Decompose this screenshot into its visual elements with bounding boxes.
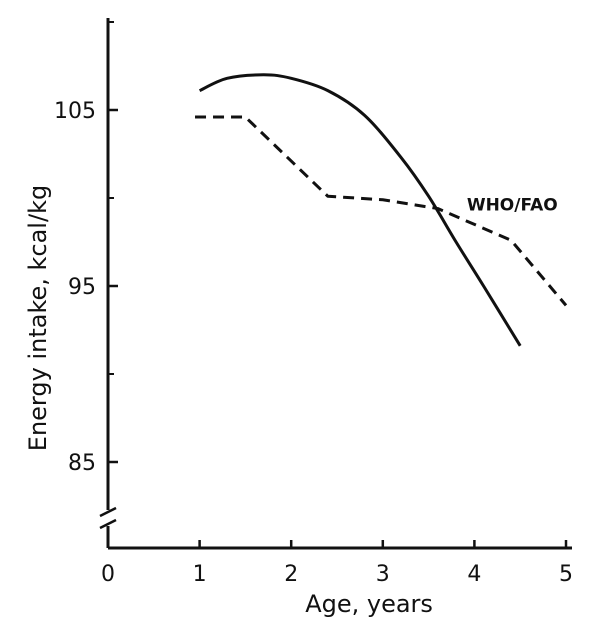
- ticks: 0 1 2 3 4 5 85 95 105: [54, 21, 573, 587]
- x-tick-label: 3: [376, 562, 390, 587]
- series-label-who-fao: WHO/FAO: [467, 196, 558, 216]
- x-axis-title: Age, years: [305, 590, 433, 618]
- series-line-who-fao: [195, 115, 568, 307]
- series-layer: [195, 73, 568, 347]
- y-axis-break-mark: [99, 506, 117, 518]
- axes: [99, 18, 572, 550]
- y-tick-label: 95: [68, 275, 96, 300]
- x-tick-label: 1: [193, 562, 207, 587]
- x-tick-label: 5: [559, 562, 573, 587]
- y-tick-label: 105: [54, 99, 96, 124]
- x-tick-label: 4: [467, 562, 481, 587]
- x-tick-label: 2: [284, 562, 298, 587]
- y-axis-break-mark: [99, 518, 117, 530]
- y-tick-label: 85: [68, 451, 96, 476]
- x-tick-label: 0: [101, 562, 115, 587]
- series-line-intake: [198, 73, 522, 347]
- y-axis-title: Energy intake, kcal/kg: [24, 185, 52, 451]
